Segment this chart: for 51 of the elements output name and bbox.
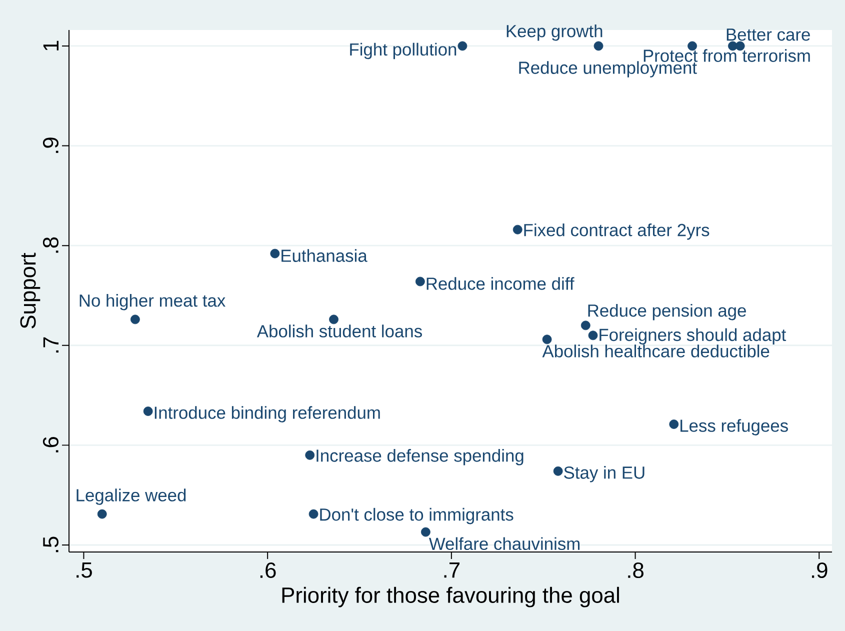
annotation: Keep growth — [506, 24, 602, 41]
x-tick-label: .9 — [812, 562, 828, 578]
point — [512, 224, 522, 234]
point — [420, 527, 430, 537]
annotation: Increase defense spending — [316, 449, 524, 466]
annotation: Introduce binding referendum — [154, 406, 380, 422]
y-tick-label: 1 — [43, 40, 58, 50]
x-axis-title: Priority for those favouring the goal — [282, 586, 619, 608]
point — [97, 509, 107, 519]
point — [669, 420, 679, 429]
point — [308, 509, 318, 519]
annotation: Legalize weed — [76, 488, 186, 505]
point — [458, 41, 468, 51]
x-tick-label: .8 — [628, 562, 644, 578]
annotation: Fixed contract after 2yrs — [524, 223, 710, 240]
annotation: Protect from terrorism — [644, 49, 810, 62]
annotation: Don't close to immigrants — [320, 508, 514, 524]
point — [143, 406, 153, 416]
annotation: Welfare chauvinism — [428, 537, 580, 550]
point — [542, 334, 552, 344]
annotation: Better care — [726, 28, 810, 41]
point — [415, 276, 425, 286]
annotation: Euthanasia — [282, 249, 368, 262]
point — [329, 314, 338, 324]
point — [305, 450, 315, 460]
point — [735, 41, 745, 51]
annotation: Abolish student loans — [256, 324, 422, 338]
y-tick-label: .7 — [43, 337, 58, 353]
y-tick-label: .6 — [42, 437, 58, 452]
point — [594, 41, 604, 51]
annotation: Stay in EU — [564, 466, 644, 482]
annotation: Reduce unemployment — [519, 61, 697, 78]
y-tick-label: .5 — [43, 536, 58, 552]
point — [553, 466, 563, 476]
annotation: Fight pollution — [350, 42, 456, 60]
annotation: Abolish healthcare deductible — [542, 344, 770, 358]
annotation: Reduce pension age — [588, 304, 746, 320]
x-tick-label: .7 — [444, 562, 460, 578]
annotation: Reduce income diff — [426, 277, 574, 290]
y-axis-title: Support — [20, 252, 40, 328]
x-tick-label: .6 — [260, 562, 276, 578]
annotation: Foreigners should adapt — [600, 328, 786, 345]
point — [580, 320, 590, 330]
point — [270, 248, 280, 258]
point — [130, 314, 140, 324]
y-tick-label: .8 — [42, 237, 58, 253]
annotation: Less refugees — [680, 419, 788, 436]
y-tick-label: .9 — [42, 138, 58, 153]
point — [588, 330, 598, 340]
x-tick-label: .5 — [76, 562, 92, 578]
annotation: No higher meat tax — [80, 294, 226, 310]
